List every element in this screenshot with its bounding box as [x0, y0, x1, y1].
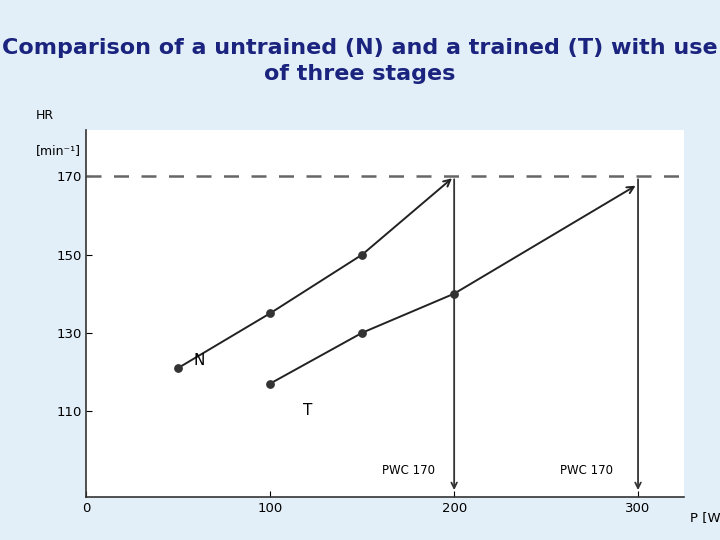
- Text: [min⁻¹]: [min⁻¹]: [35, 144, 81, 157]
- Point: [173, 363, 184, 372]
- Text: HR: HR: [35, 109, 54, 122]
- Point: [264, 379, 276, 388]
- Point: [449, 289, 460, 298]
- Text: N: N: [193, 353, 204, 368]
- Text: T: T: [303, 403, 312, 418]
- Text: PWC 170: PWC 170: [560, 464, 613, 477]
- Text: P [W]*: P [W]*: [690, 511, 720, 524]
- Point: [264, 309, 276, 318]
- Point: [356, 250, 368, 259]
- Text: PWC 170: PWC 170: [382, 464, 435, 477]
- Text: Comparison of a untrained (N) and a trained (T) with use
of three stages: Comparison of a untrained (N) and a trai…: [2, 38, 718, 84]
- Point: [356, 328, 368, 337]
